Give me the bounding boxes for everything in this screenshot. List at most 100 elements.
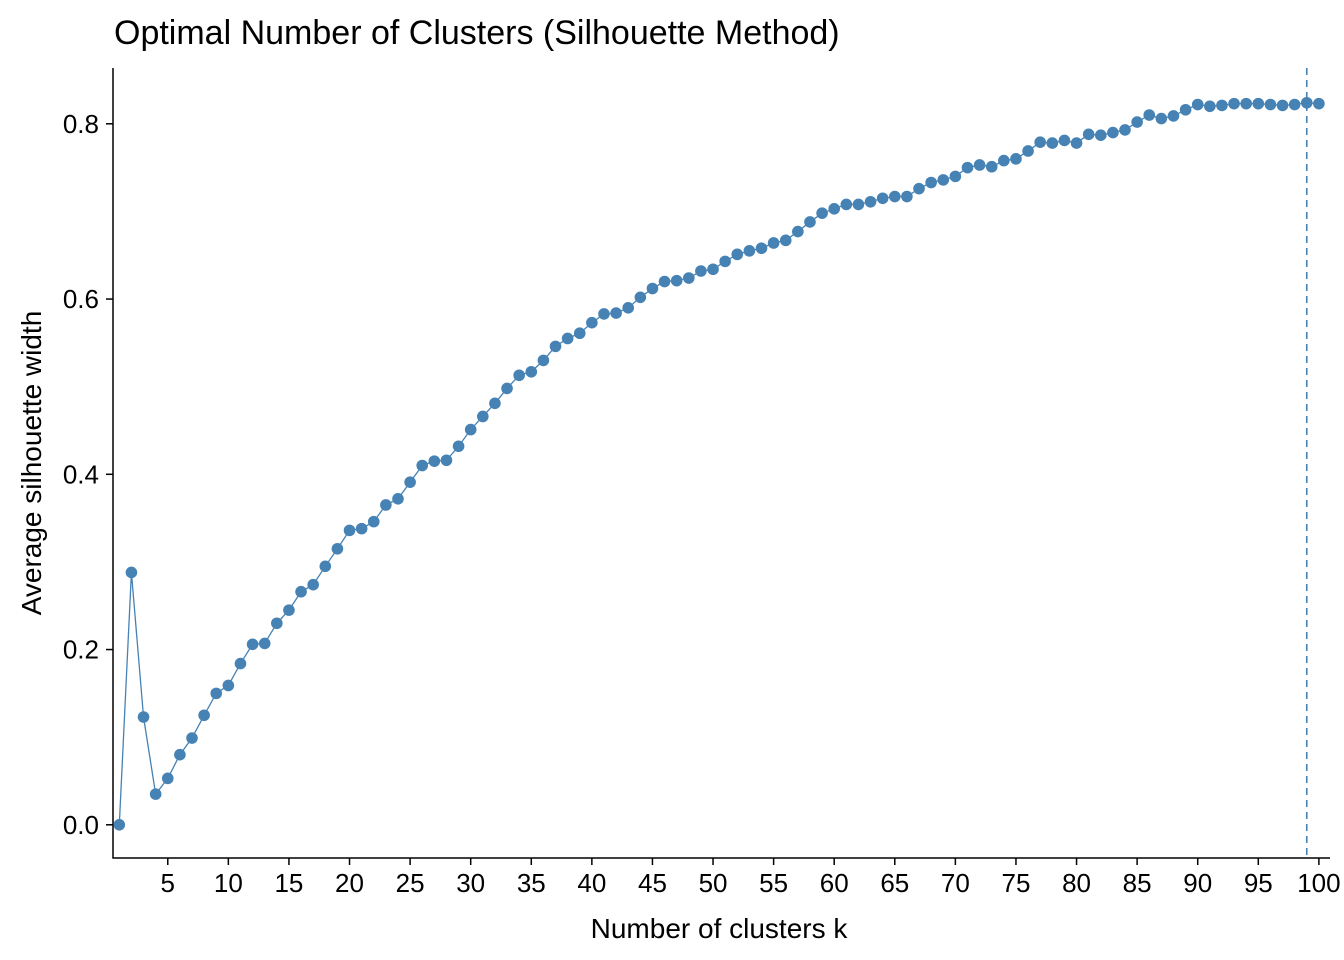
data-point bbox=[113, 819, 126, 831]
data-point bbox=[719, 255, 731, 268]
data-point bbox=[125, 566, 138, 579]
x-tick-label: 40 bbox=[577, 868, 606, 898]
data-point bbox=[549, 340, 562, 353]
data-point bbox=[573, 327, 586, 340]
data-point bbox=[695, 265, 707, 277]
x-tick-label: 50 bbox=[699, 868, 728, 898]
x-tick-label: 35 bbox=[517, 868, 546, 898]
x-tick-label: 30 bbox=[456, 868, 485, 898]
data-point bbox=[1179, 103, 1192, 116]
x-tick-label: 75 bbox=[1001, 868, 1030, 898]
data-point bbox=[210, 687, 223, 700]
data-point bbox=[925, 176, 937, 189]
data-point bbox=[985, 160, 998, 173]
data-point bbox=[174, 748, 186, 761]
data-point bbox=[1034, 136, 1046, 149]
x-tick-label: 5 bbox=[161, 868, 175, 898]
data-point bbox=[380, 499, 392, 511]
data-point bbox=[634, 291, 647, 304]
data-point bbox=[1191, 98, 1204, 111]
data-point bbox=[428, 455, 441, 467]
data-point bbox=[525, 365, 538, 378]
y-tick-label: 0.0 bbox=[63, 810, 99, 840]
data-point bbox=[864, 195, 877, 208]
data-point bbox=[998, 154, 1010, 167]
data-point bbox=[1155, 112, 1168, 125]
data-point bbox=[961, 161, 974, 174]
x-tick-label: 85 bbox=[1123, 868, 1152, 898]
data-point bbox=[198, 709, 210, 722]
data-point bbox=[1107, 126, 1119, 139]
data-point bbox=[464, 423, 477, 436]
data-point bbox=[937, 174, 950, 186]
data-point bbox=[319, 560, 332, 573]
data-point bbox=[452, 440, 465, 453]
y-tick-label: 0.4 bbox=[63, 459, 99, 489]
x-tick-label: 20 bbox=[335, 868, 364, 898]
y-tick-label: 0.8 bbox=[63, 109, 99, 139]
data-point bbox=[367, 515, 380, 528]
x-tick-label: 100 bbox=[1297, 868, 1340, 898]
data-point bbox=[246, 638, 259, 651]
data-point bbox=[682, 272, 695, 284]
data-point bbox=[1276, 99, 1289, 112]
data-point bbox=[658, 275, 671, 288]
data-point bbox=[1264, 98, 1277, 111]
data-point bbox=[186, 732, 198, 744]
x-tick-label: 80 bbox=[1062, 868, 1091, 898]
data-point bbox=[271, 617, 283, 630]
data-point bbox=[343, 524, 356, 537]
data-point bbox=[161, 772, 174, 785]
y-tick-label: 0.6 bbox=[63, 284, 99, 314]
data-point bbox=[149, 788, 162, 800]
data-point bbox=[804, 216, 816, 228]
data-point bbox=[537, 354, 550, 367]
data-point bbox=[670, 274, 683, 287]
data-point bbox=[404, 476, 416, 488]
x-tick-label: 45 bbox=[638, 868, 667, 898]
data-point bbox=[973, 159, 986, 171]
data-point bbox=[295, 585, 307, 598]
x-tick-label: 25 bbox=[396, 868, 425, 898]
data-point bbox=[1058, 134, 1071, 147]
x-tick-label: 70 bbox=[941, 868, 970, 898]
data-point bbox=[1070, 137, 1083, 149]
x-tick-label: 15 bbox=[274, 868, 303, 898]
data-point bbox=[913, 182, 925, 195]
data-point bbox=[1119, 124, 1131, 136]
data-point bbox=[610, 307, 622, 319]
data-point bbox=[307, 578, 319, 591]
x-tick-label: 90 bbox=[1183, 868, 1212, 898]
data-point bbox=[222, 679, 235, 692]
data-point bbox=[779, 234, 792, 247]
data-point bbox=[792, 225, 804, 238]
data-point bbox=[477, 410, 489, 423]
data-point bbox=[707, 263, 719, 276]
data-point bbox=[1143, 109, 1156, 121]
data-point bbox=[1010, 153, 1022, 165]
data-point bbox=[1167, 110, 1180, 122]
data-point bbox=[489, 397, 501, 410]
data-point bbox=[392, 493, 404, 505]
data-point bbox=[501, 382, 513, 395]
data-point bbox=[440, 454, 453, 467]
data-point bbox=[646, 282, 659, 295]
data-point bbox=[1228, 97, 1240, 110]
x-tick-label: 65 bbox=[880, 868, 909, 898]
data-point bbox=[355, 522, 368, 535]
x-axis-title: Number of clusters k bbox=[591, 913, 849, 944]
data-point bbox=[743, 245, 756, 257]
data-point bbox=[137, 711, 150, 723]
x-tick-label: 95 bbox=[1244, 868, 1273, 898]
data-point bbox=[561, 332, 574, 345]
data-point bbox=[1288, 98, 1301, 111]
series-line bbox=[118, 102, 1319, 825]
data-point bbox=[1131, 116, 1143, 128]
data-point bbox=[828, 202, 841, 215]
data-point bbox=[1204, 100, 1216, 113]
x-tick-label: 60 bbox=[820, 868, 849, 898]
data-point bbox=[1082, 128, 1095, 141]
data-point bbox=[598, 308, 610, 320]
data-point bbox=[901, 190, 913, 203]
